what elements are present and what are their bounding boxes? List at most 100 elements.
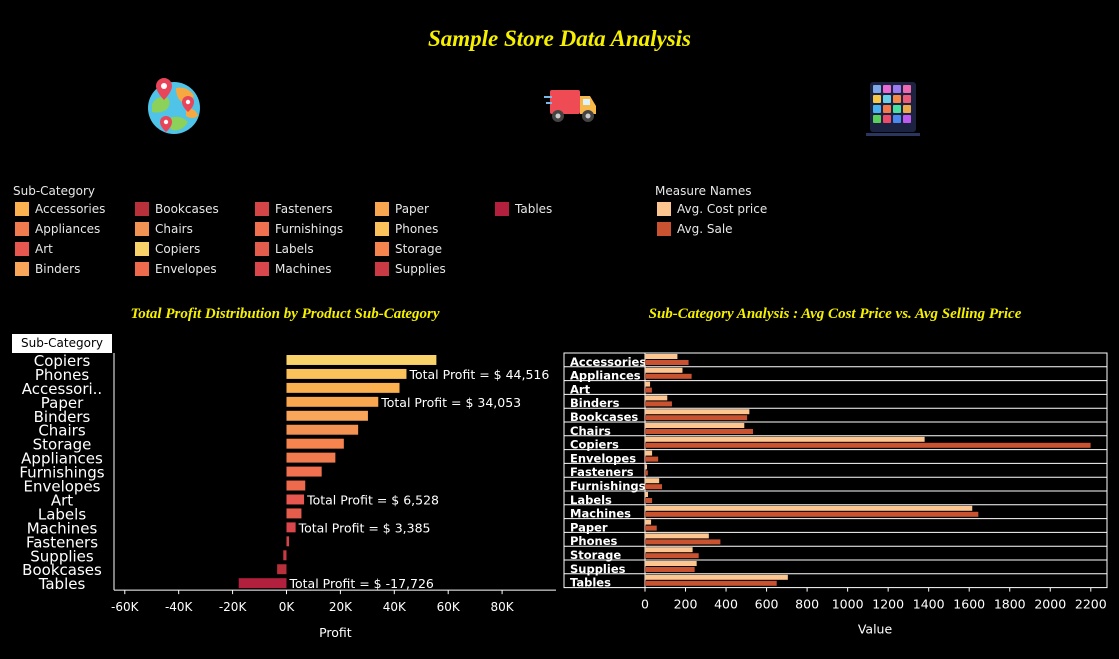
avg-bar-machines-avg-cost-price[interactable] [645,505,973,511]
avg-category-label: Accessories [570,355,646,369]
legend-item-envelopes[interactable]: Envelopes [135,262,217,276]
profit-bar-copiers[interactable] [286,355,437,365]
avg-bar-paper-avg-sale[interactable] [645,525,657,531]
legend-item-avg-cost-price[interactable]: Avg. Cost price [657,202,767,216]
profit-bar-envelopes[interactable] [286,480,306,491]
profit-category-label: Machines [27,519,98,537]
avg-bar-storage-avg-cost-price[interactable] [645,547,693,553]
subcategory-column-header[interactable]: Sub-Category [12,334,112,353]
profit-bar-art[interactable] [286,494,305,505]
avg-bar-appliances-avg-cost-price[interactable] [645,367,683,373]
avg-tick-label: 1400 [913,597,945,612]
avg-bar-tables-avg-sale[interactable] [645,580,777,586]
profit-bar-fasteners[interactable] [286,536,290,547]
profit-bar-tables[interactable] [238,578,287,589]
legend-item-tables[interactable]: Tables [495,202,552,216]
profit-bar-furnishings[interactable] [286,466,322,477]
profit-bar-appliances[interactable] [286,452,336,463]
legend-item-fasteners[interactable]: Fasteners [255,202,333,216]
profit-category-label: Storage [33,436,92,454]
avg-tick-label: 600 [755,597,779,612]
legend-item-supplies[interactable]: Supplies [375,262,446,276]
delivery-truck-icon [544,90,596,122]
profit-bar-phones[interactable] [286,368,407,379]
avg-bar-appliances-avg-sale[interactable] [645,373,692,379]
profit-bar-machines[interactable] [286,522,296,533]
avg-bar-tables-avg-cost-price[interactable] [645,574,788,580]
avg-bar-chairs-avg-sale[interactable] [645,429,754,434]
avg-bar-copiers-avg-sale[interactable] [645,442,1091,448]
avg-bar-accessories-avg-cost-price[interactable] [645,354,678,359]
legend-item-storage[interactable]: Storage [375,242,442,256]
legend-swatch [375,202,389,216]
avg-bar-bookcases-avg-sale[interactable] [645,415,748,421]
legend-label: Copiers [155,242,201,256]
legend-item-paper[interactable]: Paper [375,202,429,216]
profit-category-label: Paper [41,394,84,412]
avg-bar-art-avg-sale[interactable] [645,387,652,393]
profit-tick-label: -20K [219,600,248,614]
legend-item-binders[interactable]: Binders [15,262,80,276]
avg-bar-storage-avg-sale[interactable] [645,553,699,559]
profit-bar-storage[interactable] [286,438,344,449]
avg-category-label: Envelopes [570,451,636,465]
legend-item-avg-sale[interactable]: Avg. Sale [657,222,733,236]
avg-bar-labels-avg-sale[interactable] [645,498,653,503]
avg-bar-copiers-avg-cost-price[interactable] [645,436,925,442]
avg-chart-frame [563,352,1108,589]
legend-item-machines[interactable]: Machines [255,262,331,276]
avg-bar-art-avg-cost-price[interactable] [645,381,651,387]
profit-bar-accessori[interactable] [286,382,400,393]
avg-bar-paper-avg-cost-price[interactable] [645,519,652,525]
legend-item-appliances[interactable]: Appliances [15,222,100,236]
avg-bar-envelopes-avg-sale[interactable] [645,456,659,462]
avg-bar-fasteners-avg-cost-price[interactable] [645,464,648,470]
legend-item-copiers[interactable]: Copiers [135,242,200,256]
profit-bar-chairs[interactable] [286,424,359,435]
avg-bar-envelopes-avg-cost-price[interactable] [645,450,653,456]
avg-category-label: Tables [570,576,611,590]
legend-swatch [657,202,671,216]
avg-bar-phones-avg-cost-price[interactable] [645,533,709,539]
page-title: Sample Store Data Analysis [427,26,692,51]
profit-bar-binders[interactable] [286,410,368,421]
profit-bar-bookcases[interactable] [277,564,287,575]
avg-bar-furnishings-avg-sale[interactable] [645,484,663,490]
legend-swatch [15,222,29,236]
avg-bar-phones-avg-sale[interactable] [645,539,721,545]
avg-bar-fasteners-avg-sale[interactable] [645,470,648,476]
profit-bar-supplies[interactable] [283,550,287,561]
legend-label: Avg. Cost price [677,202,768,216]
avg-bar-machines-avg-sale[interactable] [645,511,979,517]
legend-item-chairs[interactable]: Chairs [135,222,193,236]
avg-bar-supplies-avg-sale[interactable] [645,567,695,572]
profit-category-label: Binders [34,408,91,426]
legend-item-bookcases[interactable]: Bookcases [135,202,219,216]
avg-chart: AccessoriesAppliancesArtBindersBookcases… [563,352,1108,637]
legend-item-furnishings[interactable]: Furnishings [255,222,343,236]
avg-tick-label: 200 [674,597,698,612]
profit-tick-label: 0K [279,600,296,614]
profit-category-label: Chairs [38,422,86,440]
profit-bar-labels[interactable] [286,508,302,519]
profit-tick-label: 20K [329,600,353,614]
avg-bar-labels-avg-cost-price[interactable] [645,492,649,497]
avg-bar-accessories-avg-sale[interactable] [645,360,689,365]
avg-bar-bookcases-avg-cost-price[interactable] [645,409,750,415]
avg-tick-label: 2000 [1034,597,1066,612]
profit-tick-label: -60K [111,600,140,614]
avg-bar-binders-avg-cost-price[interactable] [645,395,668,401]
legend-item-accessories[interactable]: Accessories [15,202,105,216]
profit-bar-paper[interactable] [286,396,379,407]
legend-item-phones[interactable]: Phones [375,222,438,236]
legend-item-art[interactable]: Art [15,242,53,256]
avg-bar-supplies-avg-cost-price[interactable] [645,561,697,566]
avg-tick-label: 800 [795,597,819,612]
legend-label: Labels [275,242,314,256]
avg-bar-binders-avg-sale[interactable] [645,401,672,407]
legend-item-labels[interactable]: Labels [255,242,314,256]
avg-bar-furnishings-avg-cost-price[interactable] [645,478,660,484]
avg-bar-chairs-avg-cost-price[interactable] [645,423,745,428]
profit-category-label: Tables [38,575,86,593]
avg-category-label: Chairs [570,424,611,438]
